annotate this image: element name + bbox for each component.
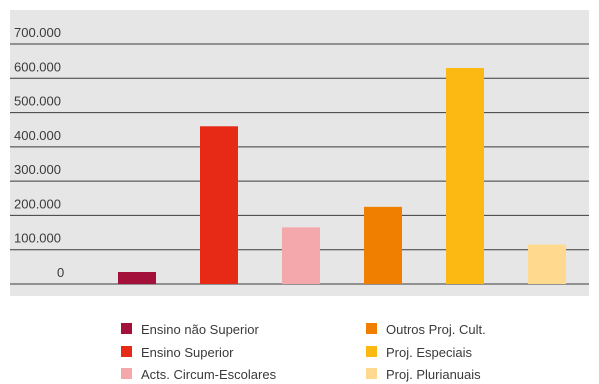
legend-swatch — [366, 368, 377, 379]
legend-label: Outros Proj. Cult. — [386, 322, 486, 337]
legend-swatch — [366, 323, 377, 334]
y-tick-label: 200.000 — [14, 196, 61, 211]
y-tick-label: 500.000 — [14, 94, 61, 109]
bar — [364, 206, 402, 284]
y-tick-label: 100.000 — [14, 231, 61, 246]
y-axis-tick-labels: 0 100.000 200.000 300.000 400.000 500.000 600.… — [14, 25, 64, 280]
legend-swatch — [121, 323, 132, 334]
bar — [200, 126, 238, 285]
y-tick-label: 400.000 — [14, 128, 61, 143]
legend-label: Acts. Circum-Escolares — [141, 367, 277, 382]
bar — [528, 244, 566, 284]
y-tick-label: 0 — [57, 265, 64, 280]
bar — [282, 227, 320, 284]
legend-swatch — [121, 368, 132, 379]
y-tick-label: 300.000 — [14, 162, 61, 177]
y-tick-label: 700.000 — [14, 25, 61, 40]
bar — [446, 68, 484, 284]
legend-label: Ensino não Superior — [141, 322, 259, 337]
bars — [118, 68, 566, 285]
legend-label: Proj. Plurianuais — [386, 367, 481, 382]
y-tick-label: 600.000 — [14, 59, 61, 74]
legend-swatch — [121, 346, 132, 357]
legend-label: Ensino Superior — [141, 345, 234, 360]
bar — [118, 272, 156, 284]
legend-swatch — [366, 346, 377, 357]
legend: Ensino não Superior Ensino Superior Acts. … — [121, 322, 486, 382]
legend-label: Proj. Especiais — [386, 345, 472, 360]
